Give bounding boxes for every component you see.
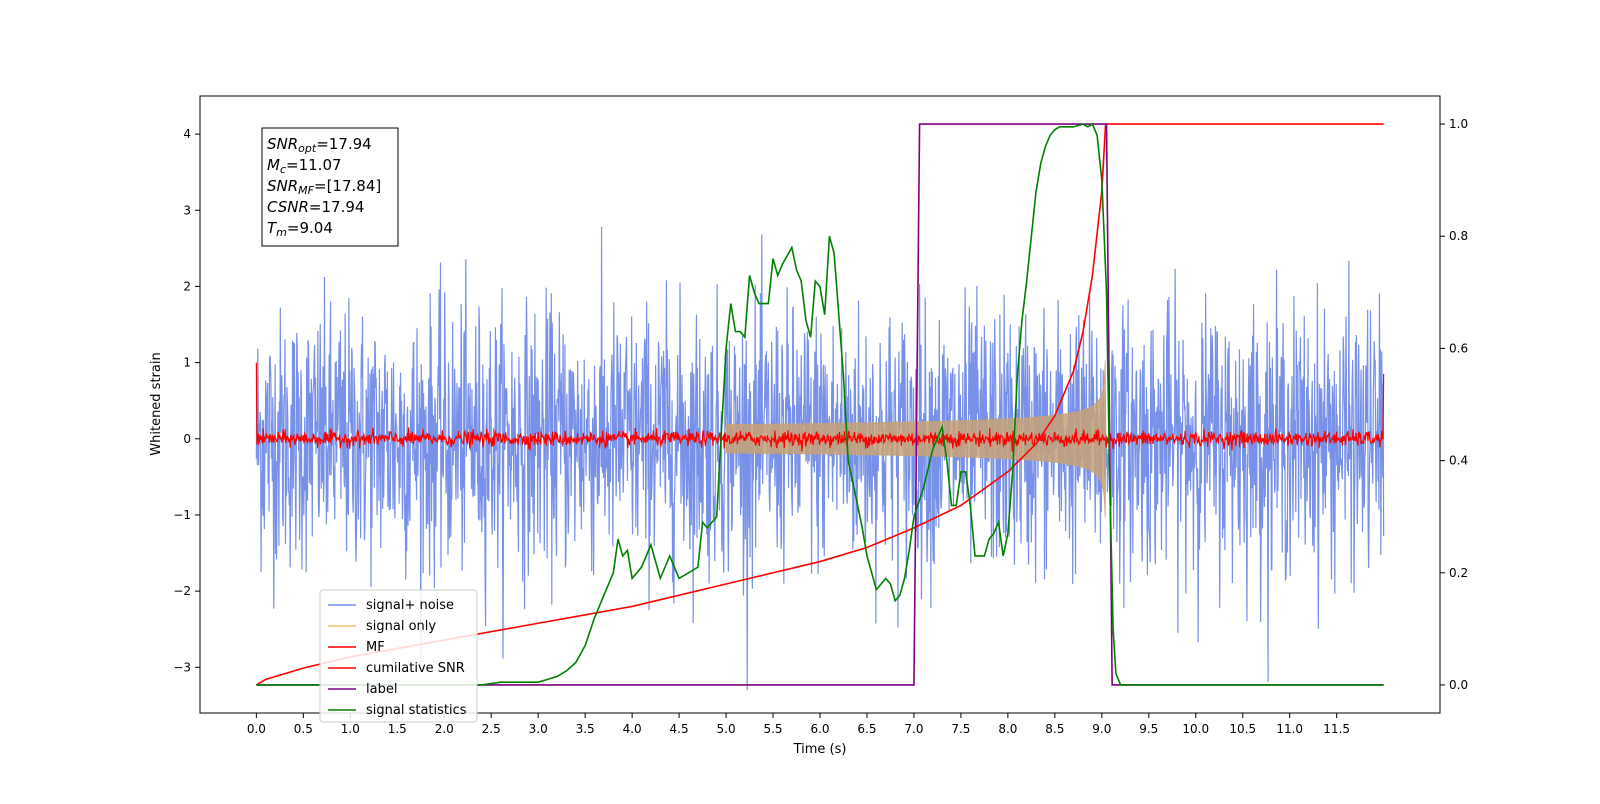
y2-tick-label: 0.2 bbox=[1449, 566, 1468, 580]
y-tick-label: −2 bbox=[173, 584, 191, 598]
y2-tick-label: 0.4 bbox=[1449, 454, 1468, 468]
x-tick-label: 7.5 bbox=[951, 722, 970, 736]
annotation-box: SNRopt=17.94Mc=11.07SNRMF=[17.84]CSNR=17… bbox=[261, 127, 399, 247]
annotation-subscript: opt bbox=[298, 142, 317, 155]
x-tick-label: 9.5 bbox=[1139, 722, 1158, 736]
x-tick-label: 3.0 bbox=[529, 722, 548, 736]
y2-tick-label: 0.0 bbox=[1449, 678, 1468, 692]
y2-axis: 0.0 0.2 0.4 0.6 0.8 1.0 bbox=[1440, 117, 1468, 692]
annotation-line: SNRMF=[17.84] bbox=[267, 177, 381, 197]
x-tick-label: 1.5 bbox=[388, 722, 407, 736]
x-axis: 0.0 0.5 1.0 1.5 2.0 2.5 3.0 3.5 4.0 4.5 5.0 5.5 6.0 6… bbox=[247, 713, 1350, 736]
x-tick-label: 5.0 bbox=[717, 722, 736, 736]
y-tick-label: 1 bbox=[183, 356, 191, 370]
x-tick-label: 1.0 bbox=[341, 722, 360, 736]
x-tick-label: 2.0 bbox=[435, 722, 454, 736]
y2-tick-label: 1.0 bbox=[1449, 117, 1468, 131]
x-tick-label: 7.0 bbox=[904, 722, 923, 736]
annotation-symbol: M bbox=[267, 156, 280, 174]
y-tick-label: 2 bbox=[183, 279, 191, 293]
legend-entry: cumilative SNR bbox=[366, 661, 465, 676]
annotation-line: CSNR=17.94 bbox=[267, 198, 364, 216]
x-tick-label: 10.5 bbox=[1229, 722, 1256, 736]
x-tick-label: 0.5 bbox=[294, 722, 313, 736]
legend-entry: label bbox=[366, 682, 397, 697]
legend-entry: signal only bbox=[366, 619, 436, 634]
y-tick-label: −3 bbox=[173, 660, 191, 674]
x-tick-label: 8.0 bbox=[998, 722, 1017, 736]
y2-tick-label: 0.8 bbox=[1449, 229, 1468, 243]
x-tick-label: 6.5 bbox=[857, 722, 876, 736]
x-tick-label: 11.0 bbox=[1276, 722, 1303, 736]
annotation-value: =[17.84] bbox=[314, 177, 381, 195]
x-tick-label: 3.5 bbox=[576, 722, 595, 736]
legend-entry: signal statistics bbox=[366, 703, 467, 718]
annotation-subscript: c bbox=[280, 163, 286, 176]
y-axis: −3 −2 −1 0 1 2 3 4 bbox=[173, 127, 200, 674]
annotation-symbol: CSNR bbox=[267, 198, 309, 216]
x-axis-label: Time (s) bbox=[793, 742, 847, 757]
x-tick-label: 10.0 bbox=[1182, 722, 1209, 736]
y-axis-label: Whitened strain bbox=[149, 352, 164, 455]
legend-frame bbox=[319, 589, 478, 723]
series-signal-noise bbox=[255, 226, 1385, 691]
annotation-frame bbox=[261, 127, 399, 247]
annotation-line: Tm=9.04 bbox=[267, 219, 333, 239]
annotation-symbol: SNR bbox=[267, 177, 298, 195]
annotation-symbol: SNR bbox=[267, 135, 298, 153]
annotation-value: =11.07 bbox=[286, 156, 342, 174]
annotation-line: SNRopt=17.94 bbox=[267, 135, 372, 155]
y-tick-label: 4 bbox=[183, 127, 191, 141]
x-tick-label: 4.5 bbox=[670, 722, 689, 736]
y-tick-label: 0 bbox=[183, 432, 191, 446]
x-tick-label: 4.0 bbox=[623, 722, 642, 736]
annotation-value: =9.04 bbox=[287, 219, 333, 237]
x-tick-label: 6.0 bbox=[810, 722, 829, 736]
y-tick-label: −1 bbox=[173, 508, 191, 522]
annotation-line: Mc=11.07 bbox=[267, 156, 342, 176]
y-tick-label: 3 bbox=[183, 203, 191, 217]
annotation-value: =17.94 bbox=[316, 135, 372, 153]
x-tick-label: 5.5 bbox=[763, 722, 782, 736]
x-tick-label: 0.0 bbox=[247, 722, 266, 736]
x-tick-label: 2.5 bbox=[482, 722, 501, 736]
legend-entry: MF bbox=[366, 640, 385, 655]
annotation-subscript: m bbox=[276, 226, 287, 239]
series-mf bbox=[255, 362, 1385, 452]
x-tick-label: 8.5 bbox=[1045, 722, 1064, 736]
legend-entry: signal+ noise bbox=[366, 598, 454, 613]
y2-tick-label: 0.6 bbox=[1449, 341, 1468, 355]
annotation-symbol: T bbox=[267, 219, 278, 237]
series-signal-statistics bbox=[256, 122, 1384, 686]
annotation-value: =17.94 bbox=[309, 198, 365, 216]
x-tick-label: 11.5 bbox=[1323, 722, 1350, 736]
annotation-subscript: MF bbox=[298, 184, 314, 197]
x-tick-label: 9.0 bbox=[1092, 722, 1111, 736]
legend: signal+ noise signal only MF cumilative SNR… bbox=[319, 589, 478, 723]
